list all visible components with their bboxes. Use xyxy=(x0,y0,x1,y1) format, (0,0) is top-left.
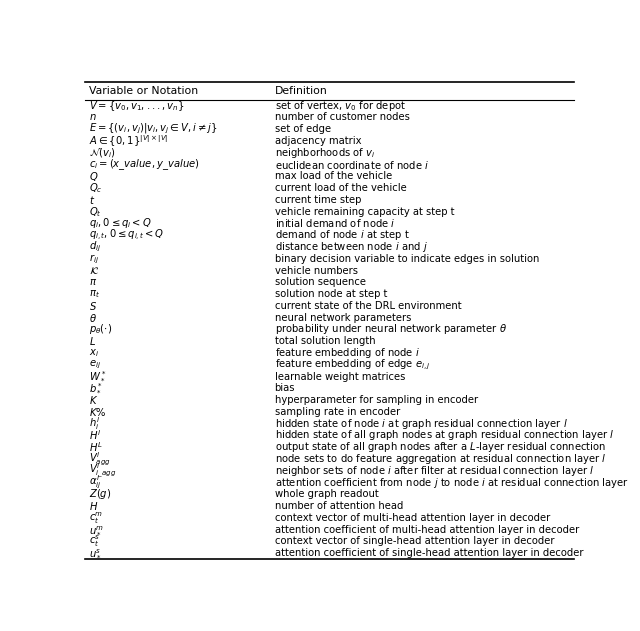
Text: whole graph readout: whole graph readout xyxy=(275,490,378,499)
Text: context vector of multi-head attention layer in decoder: context vector of multi-head attention l… xyxy=(275,513,550,523)
Text: $\theta$: $\theta$ xyxy=(89,312,97,324)
Text: output state of all graph nodes after a $L$-layer residual connection: output state of all graph nodes after a … xyxy=(275,440,606,454)
Text: attention coefficient of single-head attention layer in decoder: attention coefficient of single-head att… xyxy=(275,548,583,558)
Text: number of attention head: number of attention head xyxy=(275,501,403,511)
Text: $A \in \{0, 1\}^{|V| \times |V|}$: $A \in \{0, 1\}^{|V| \times |V|}$ xyxy=(89,133,168,149)
Text: $V_{agg}^l$: $V_{agg}^l$ xyxy=(89,451,111,468)
Text: $K\%$: $K\%$ xyxy=(89,406,106,418)
Text: hidden state of node $i$ at graph residual connection layer $l$: hidden state of node $i$ at graph residu… xyxy=(275,416,568,431)
Text: feature embedding of node $i$: feature embedding of node $i$ xyxy=(275,346,419,360)
Text: solution sequence: solution sequence xyxy=(275,278,365,287)
Text: $W_*^*$: $W_*^*$ xyxy=(89,370,106,383)
Text: Definition: Definition xyxy=(275,86,327,96)
Text: adjacency matrix: adjacency matrix xyxy=(275,136,361,146)
Text: learnable weight matrices: learnable weight matrices xyxy=(275,372,405,382)
Text: bias: bias xyxy=(275,384,295,393)
Text: $E = \{(v_i, v_j)|v_i, v_j \in V, i \neq j\}$: $E = \{(v_i, v_j)|v_i, v_j \in V, i \neq… xyxy=(89,122,218,136)
Text: attention coefficient from node $j$ to node $i$ at residual connection layer: attention coefficient from node $j$ to n… xyxy=(275,476,628,490)
Text: sampling rate in encoder: sampling rate in encoder xyxy=(275,407,400,417)
Text: $Q_c$: $Q_c$ xyxy=(89,181,102,195)
Text: $p_{\theta}(\cdot)$: $p_{\theta}(\cdot)$ xyxy=(89,322,112,336)
Text: max load of the vehicle: max load of the vehicle xyxy=(275,172,392,181)
Text: $b_*^*$: $b_*^*$ xyxy=(89,382,102,395)
Text: $\pi$: $\pi$ xyxy=(89,278,97,287)
Text: $c_i = (x\_value, y\_value)$: $c_i = (x\_value, y\_value)$ xyxy=(89,157,200,172)
Text: feature embedding of edge $e_{i,j}$: feature embedding of edge $e_{i,j}$ xyxy=(275,358,431,372)
Text: $\alpha_{ij}^l$: $\alpha_{ij}^l$ xyxy=(89,474,101,492)
Text: $V = \{v_0, v_1, ..., v_n\}$: $V = \{v_0, v_1, ..., v_n\}$ xyxy=(89,99,184,112)
Text: probability under neural network parameter $\theta$: probability under neural network paramet… xyxy=(275,322,506,336)
Text: $L$: $L$ xyxy=(89,335,96,347)
Text: $d_{ij}$: $d_{ij}$ xyxy=(89,240,101,254)
Text: $n$: $n$ xyxy=(89,112,97,122)
Text: binary decision variable to indicate edges in solution: binary decision variable to indicate edg… xyxy=(275,254,539,264)
Text: current time step: current time step xyxy=(275,195,361,205)
Text: Variable or Notation: Variable or Notation xyxy=(89,86,198,96)
Text: vehicle numbers: vehicle numbers xyxy=(275,266,358,276)
Text: $H^L$: $H^L$ xyxy=(89,440,102,454)
Text: current state of the DRL environment: current state of the DRL environment xyxy=(275,301,461,311)
Text: $Z(g)$: $Z(g)$ xyxy=(89,487,111,502)
Text: $c_t^m$: $c_t^m$ xyxy=(89,510,103,526)
Text: total solution length: total solution length xyxy=(275,336,375,346)
Text: context vector of single-head attention layer in decoder: context vector of single-head attention … xyxy=(275,536,554,546)
Text: $x_i$: $x_i$ xyxy=(89,347,99,359)
Text: set of vertex, $v_0$ for depot: set of vertex, $v_0$ for depot xyxy=(275,98,406,113)
Text: neural network parameters: neural network parameters xyxy=(275,313,411,322)
Text: $\mathcal{N}(v_i)$: $\mathcal{N}(v_i)$ xyxy=(89,146,116,160)
Text: solution node at step t: solution node at step t xyxy=(275,289,387,299)
Text: $K$: $K$ xyxy=(89,394,98,406)
Text: hidden state of all graph nodes at graph residual connection layer $l$: hidden state of all graph nodes at graph… xyxy=(275,428,614,442)
Text: $\pi_t$: $\pi_t$ xyxy=(89,288,100,300)
Text: $\mathcal{K}$: $\mathcal{K}$ xyxy=(89,265,99,276)
Text: $Q_t$: $Q_t$ xyxy=(89,205,102,218)
Text: hyperparameter for sampling in encoder: hyperparameter for sampling in encoder xyxy=(275,395,477,405)
Text: current load of the vehicle: current load of the vehicle xyxy=(275,183,406,193)
Text: neighborhoods of $v_i$: neighborhoods of $v_i$ xyxy=(275,146,375,160)
Text: $r_{ij}$: $r_{ij}$ xyxy=(89,252,99,266)
Text: distance between node $i$ and $j$: distance between node $i$ and $j$ xyxy=(275,240,428,254)
Text: $H$: $H$ xyxy=(89,500,98,512)
Text: $H^l$: $H^l$ xyxy=(89,428,101,442)
Text: $S$: $S$ xyxy=(89,300,97,312)
Text: $Q$: $Q$ xyxy=(89,170,99,183)
Text: $e_{ij}$: $e_{ij}$ xyxy=(89,358,101,371)
Text: $q_{i,t}, 0 \leq q_{i,t} < Q$: $q_{i,t}, 0 \leq q_{i,t} < Q$ xyxy=(89,228,164,243)
Text: set of edge: set of edge xyxy=(275,124,331,134)
Text: vehicle remaining capacity at step t: vehicle remaining capacity at step t xyxy=(275,207,454,216)
Text: $t$: $t$ xyxy=(89,194,95,206)
Text: node sets to do feature aggregation at residual connection layer $l$: node sets to do feature aggregation at r… xyxy=(275,452,606,466)
Text: $q_i, 0 \leq q_i < Q$: $q_i, 0 \leq q_i < Q$ xyxy=(89,216,152,230)
Text: euclidean coordinate of node $i$: euclidean coordinate of node $i$ xyxy=(275,158,429,170)
Text: $V_{i\_agg}^l$: $V_{i\_agg}^l$ xyxy=(89,462,116,480)
Text: $c_t^s$: $c_t^s$ xyxy=(89,534,100,549)
Text: $u_*^m$: $u_*^m$ xyxy=(89,524,104,536)
Text: $u_*^s$: $u_*^s$ xyxy=(89,547,102,559)
Text: initial demand of node $i$: initial demand of node $i$ xyxy=(275,218,395,230)
Text: $h_i^l$: $h_i^l$ xyxy=(89,415,100,432)
Text: demand of node $i$ at step t: demand of node $i$ at step t xyxy=(275,228,410,242)
Text: number of customer nodes: number of customer nodes xyxy=(275,112,410,122)
Text: attention coefficient of multi-head attention layer in decoder: attention coefficient of multi-head atte… xyxy=(275,525,579,534)
Text: neighbor sets of node $i$ after filter at residual connection layer $l$: neighbor sets of node $i$ after filter a… xyxy=(275,464,594,478)
